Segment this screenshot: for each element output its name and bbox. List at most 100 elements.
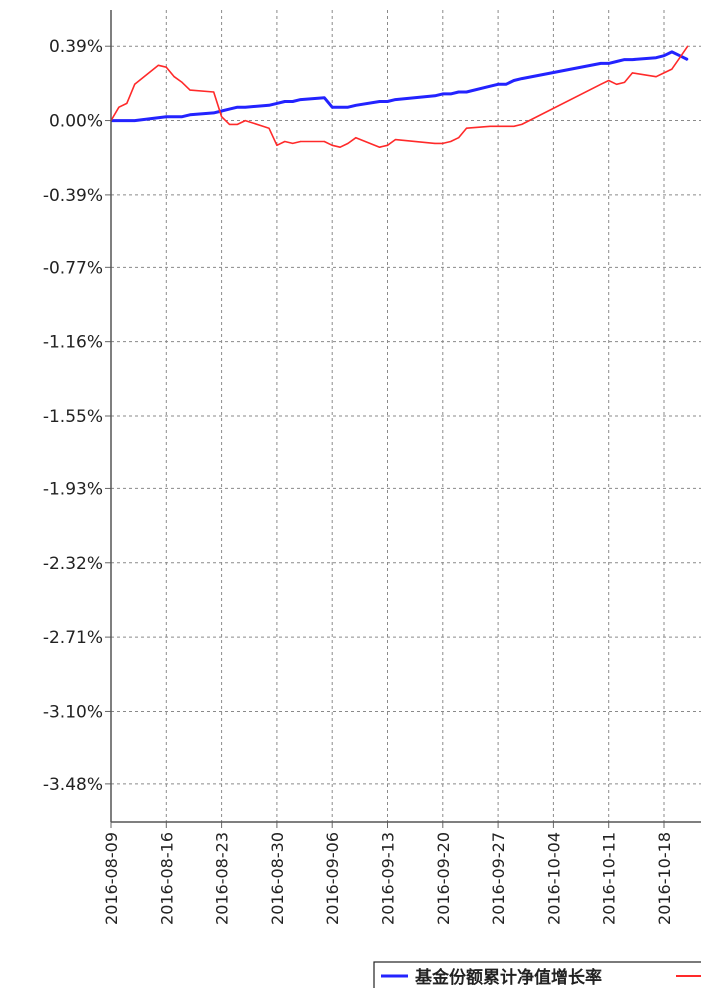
data-point bbox=[600, 83, 602, 85]
y-tick-label: -1.16% bbox=[43, 333, 103, 353]
data-point bbox=[616, 60, 618, 63]
data-point bbox=[134, 83, 136, 85]
x-tick-label: 2016-10-04 bbox=[544, 832, 563, 925]
data-point bbox=[497, 125, 499, 127]
data-point bbox=[292, 100, 294, 103]
data-point bbox=[189, 114, 191, 116]
data-point bbox=[687, 45, 689, 47]
data-point bbox=[465, 91, 468, 93]
data-point bbox=[126, 102, 128, 104]
data-point bbox=[347, 106, 349, 108]
data-point bbox=[213, 112, 215, 114]
data-point bbox=[292, 142, 294, 144]
data-point bbox=[687, 59, 689, 61]
series-lines bbox=[110, 45, 689, 148]
data-point bbox=[497, 83, 499, 85]
series-line-2 bbox=[110, 45, 689, 148]
data-point bbox=[489, 85, 491, 87]
data-point bbox=[189, 89, 191, 91]
y-tick-label: -3.10% bbox=[43, 702, 103, 722]
y-tick-label: -1.55% bbox=[43, 407, 103, 427]
data-point bbox=[157, 64, 159, 66]
y-tick-label: 0.39% bbox=[49, 37, 103, 57]
data-point bbox=[442, 93, 444, 95]
data-point bbox=[679, 57, 681, 59]
data-point bbox=[458, 91, 460, 93]
data-point bbox=[623, 81, 626, 83]
legend-box bbox=[373, 961, 701, 988]
data-point bbox=[379, 100, 381, 103]
legend-label-1: 基金份额累计净值增长率 bbox=[414, 967, 602, 988]
data-point bbox=[323, 97, 325, 99]
data-point bbox=[505, 125, 507, 127]
data-point bbox=[608, 62, 610, 64]
data-point bbox=[355, 137, 357, 139]
data-point bbox=[394, 99, 396, 101]
data-point bbox=[379, 146, 381, 148]
axes bbox=[110, 10, 701, 823]
data-point bbox=[347, 142, 349, 144]
y-tick-label: -2.32% bbox=[43, 554, 103, 574]
data-point bbox=[284, 140, 286, 143]
data-point bbox=[386, 100, 389, 103]
data-point bbox=[434, 95, 436, 97]
x-tick-label: 2016-10-11 bbox=[600, 832, 619, 925]
data-point bbox=[394, 139, 396, 141]
data-point bbox=[489, 125, 491, 127]
data-point bbox=[331, 106, 333, 108]
data-point bbox=[663, 55, 665, 57]
y-tick-label: 0.00% bbox=[49, 112, 103, 132]
data-point bbox=[339, 146, 341, 148]
x-tick-label: 2016-09-20 bbox=[434, 832, 453, 925]
y-tick-label: -1.93% bbox=[43, 479, 103, 499]
data-point bbox=[521, 123, 523, 125]
data-point bbox=[505, 83, 507, 85]
data-point bbox=[339, 106, 341, 108]
data-point bbox=[118, 106, 120, 108]
y-tick-label: -2.71% bbox=[43, 628, 103, 648]
data-point bbox=[173, 76, 175, 78]
data-point bbox=[181, 116, 183, 118]
data-point bbox=[276, 144, 278, 146]
data-point bbox=[331, 144, 333, 146]
data-point bbox=[655, 57, 657, 59]
data-point bbox=[631, 59, 634, 61]
data-point bbox=[355, 104, 357, 106]
data-point bbox=[386, 144, 389, 146]
data-point bbox=[663, 72, 665, 74]
data-point bbox=[623, 59, 626, 61]
data-point bbox=[244, 120, 246, 122]
data-point bbox=[631, 72, 634, 74]
data-point bbox=[608, 79, 610, 82]
x-tick-label: 2016-09-06 bbox=[323, 832, 342, 925]
x-tick-label: 2016-08-30 bbox=[268, 832, 287, 925]
data-point bbox=[221, 110, 223, 112]
data-point bbox=[300, 99, 302, 101]
x-tick-label: 2016-09-13 bbox=[379, 832, 398, 925]
data-point bbox=[671, 68, 673, 70]
data-point bbox=[655, 76, 657, 78]
data-point bbox=[165, 66, 167, 68]
data-point bbox=[450, 93, 452, 95]
data-point bbox=[284, 100, 286, 103]
x-tick-label: 2016-08-09 bbox=[102, 832, 121, 925]
data-point bbox=[221, 116, 223, 118]
legend: 基金份额累计净值增长率 bbox=[373, 961, 701, 988]
series-line-1 bbox=[111, 50, 689, 123]
data-point bbox=[228, 108, 231, 110]
y-tick-label: -0.77% bbox=[43, 258, 103, 278]
data-point bbox=[236, 123, 238, 125]
data-point bbox=[134, 120, 136, 122]
x-tick-label: 2016-08-16 bbox=[157, 832, 176, 925]
x-axis-ticks: 2016-08-09 2016-08-16 2016-08-23 2016-08-30… bbox=[102, 822, 674, 925]
x-tick-label: 2016-08-23 bbox=[213, 832, 232, 925]
data-point bbox=[228, 123, 231, 125]
data-point bbox=[450, 140, 452, 143]
data-point bbox=[434, 142, 436, 144]
data-point bbox=[616, 83, 618, 85]
data-point bbox=[276, 102, 278, 104]
data-point bbox=[213, 91, 215, 93]
data-point bbox=[458, 137, 460, 139]
data-point bbox=[323, 140, 325, 143]
